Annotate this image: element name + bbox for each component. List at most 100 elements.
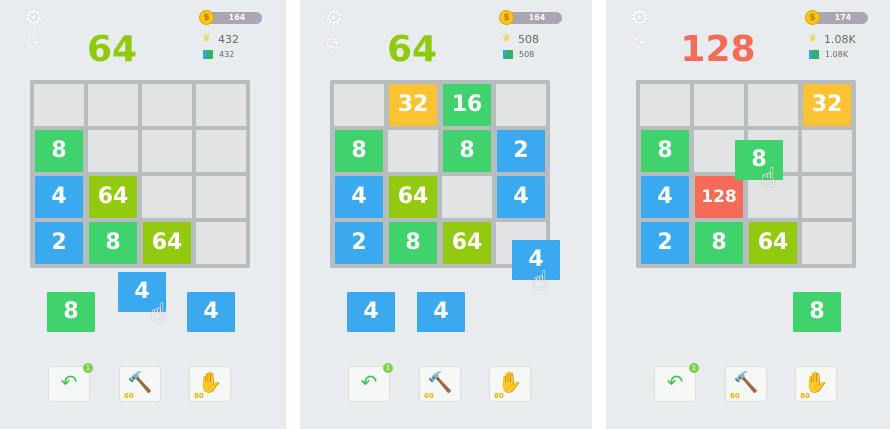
empty-cell[interactable] [88,130,138,172]
tile-4[interactable]: 4 [35,176,83,218]
tile-64[interactable]: 64 [749,222,797,264]
hammer-button[interactable]: 🔨 60 [119,366,161,402]
tile-8[interactable]: 8 [335,130,383,172]
undo-button[interactable]: ↶ 1 [348,363,393,402]
hammer-price: 60 [730,392,740,400]
crown-icon: ♛ [502,33,511,44]
tile-32[interactable]: 32 [389,84,437,126]
empty-cell[interactable] [196,222,246,264]
restart-icon[interactable]: ⟳ [632,34,647,54]
empty-cell[interactable] [334,84,384,126]
tile-64[interactable]: 64 [443,222,491,264]
empty-cell[interactable] [142,84,192,126]
hand-icon: ✋ [497,370,523,394]
gear-icon[interactable]: ⚙ [324,6,344,31]
gear-icon[interactable]: ⚙ [630,6,650,31]
dragged-tile[interactable]: 4 [118,272,166,312]
hammer-icon: 🔨 [427,370,453,394]
queue-tile[interactable]: 4 [417,292,465,332]
tile-64[interactable]: 64 [143,222,191,264]
empty-cell[interactable] [142,130,192,172]
empty-cell[interactable] [196,176,246,218]
blocks-count: 432 [219,50,235,59]
best-score: 432 [218,33,239,46]
empty-cell[interactable] [88,84,138,126]
queue-tile[interactable]: 4 [347,292,395,332]
empty-cell[interactable] [802,176,852,218]
empty-cell[interactable] [196,130,246,172]
tile-4[interactable]: 4 [497,176,545,218]
undo-button[interactable]: ↶ 1 [654,363,699,402]
coin-icon[interactable]: $ [805,10,820,25]
blocks-icon [203,50,213,59]
empty-cell[interactable] [748,176,798,218]
tile-4[interactable]: 4 [641,176,689,218]
restart-icon[interactable]: ⟳ [326,34,341,54]
tile-2[interactable]: 2 [497,130,545,172]
game-board[interactable]: 32 16 8 8 2 4 64 4 2 8 64 [330,80,550,268]
empty-cell[interactable] [640,84,690,126]
best-score: 1.08K [824,33,856,46]
dragged-tile[interactable]: 4 [512,240,560,280]
undo-icon: ↶ [666,370,684,394]
hammer-price: 60 [124,392,134,400]
tile-8[interactable]: 8 [389,222,437,264]
undo-button[interactable]: ↶ 1 [48,363,93,402]
empty-cell[interactable] [496,84,546,126]
tile-128[interactable]: 128 [695,176,743,218]
tile-4[interactable]: 4 [335,176,383,218]
hammer-button[interactable]: 🔨 60 [419,366,461,402]
hand-icon: ✋ [197,370,223,394]
game-panel: ⚙ ⟳ 64 164 $ ♛ 508 508 32 16 8 8 2 4 64 4 2 8 64 4 4 4 ☝ ↶ 1 🔨 60 ✋… [300,0,592,429]
hand-button[interactable]: ✋ 80 [795,366,837,402]
tile-2[interactable]: 2 [335,222,383,264]
hand-price: 80 [800,392,810,400]
tile-8[interactable]: 8 [35,130,83,172]
empty-cell[interactable] [802,130,852,172]
hand-price: 80 [494,392,504,400]
empty-cell[interactable] [388,130,438,172]
tile-8[interactable]: 8 [695,222,743,264]
restart-icon[interactable]: ⟳ [26,34,41,54]
best-score: 508 [518,33,539,46]
empty-cell[interactable] [694,84,744,126]
hand-price: 80 [194,392,204,400]
hand-button[interactable]: ✋ 80 [189,366,231,402]
coin-counter[interactable]: 174 [812,12,868,24]
undo-badge: 1 [689,363,699,373]
tile-32[interactable]: 32 [803,84,851,126]
tile-8[interactable]: 8 [89,222,137,264]
hammer-price: 60 [424,392,434,400]
gear-icon[interactable]: ⚙ [24,6,44,31]
tile-64[interactable]: 64 [89,176,137,218]
queue-tile[interactable]: 8 [47,292,95,332]
empty-cell[interactable] [142,176,192,218]
blocks-count: 1.08K [825,50,849,59]
hand-button[interactable]: ✋ 80 [489,366,531,402]
tile-64[interactable]: 64 [389,176,437,218]
empty-cell[interactable] [196,84,246,126]
pointer-hand-icon: ☝ [760,163,776,193]
coin-icon[interactable]: $ [499,10,514,25]
hammer-button[interactable]: 🔨 60 [725,366,767,402]
tile-8[interactable]: 8 [443,130,491,172]
queue-tile[interactable]: 8 [793,292,841,332]
coin-icon[interactable]: $ [199,10,214,25]
score-display: 64 [86,29,138,70]
coin-counter[interactable]: 164 [206,12,262,24]
dragged-tile[interactable]: 8 [735,140,783,180]
undo-icon: ↶ [360,370,378,394]
empty-cell[interactable] [748,84,798,126]
empty-cell[interactable] [802,222,852,264]
hand-icon: ✋ [803,370,829,394]
undo-badge: 1 [383,363,393,373]
tile-2[interactable]: 2 [641,222,689,264]
game-board[interactable]: 8 4 64 2 8 64 [30,80,250,268]
tile-2[interactable]: 2 [35,222,83,264]
coin-counter[interactable]: 164 [506,12,562,24]
tile-16[interactable]: 16 [443,84,491,126]
empty-cell[interactable] [442,176,492,218]
queue-tile[interactable]: 4 [187,292,235,332]
tile-8[interactable]: 8 [641,130,689,172]
empty-cell[interactable] [34,84,84,126]
